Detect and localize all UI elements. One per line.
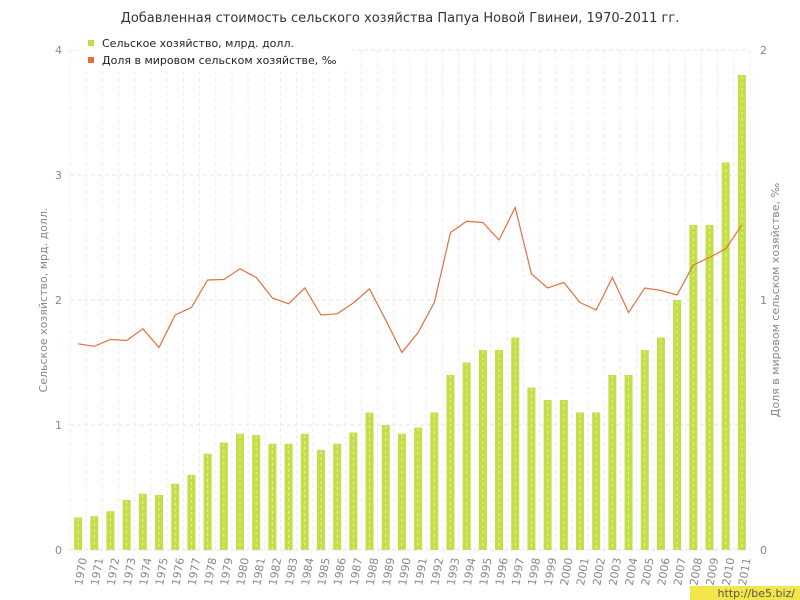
x-tick-label: 2011 bbox=[736, 557, 754, 587]
y-left-tick-label: 3 bbox=[55, 169, 62, 182]
x-tick-label: 1999 bbox=[542, 557, 560, 587]
x-tick-label: 1974 bbox=[137, 557, 155, 587]
x-tick-label: 1977 bbox=[186, 557, 204, 587]
bar bbox=[397, 433, 406, 550]
x-tick-label: 2006 bbox=[655, 557, 673, 587]
x-tick-label: 1983 bbox=[283, 557, 301, 587]
y-left-tick-label: 0 bbox=[55, 544, 62, 557]
x-tick-label: 1995 bbox=[477, 557, 495, 587]
legend-box bbox=[78, 34, 352, 68]
x-tick-label: 2001 bbox=[574, 557, 592, 587]
legend-label-bar: Сельское хозяйство, млрд. долл. bbox=[102, 37, 294, 50]
bar bbox=[236, 433, 244, 550]
x-tick-label: 2010 bbox=[720, 557, 738, 587]
bar bbox=[673, 300, 682, 550]
line-path bbox=[78, 205, 743, 354]
x-tick-label: 1970 bbox=[72, 557, 90, 587]
left-axis-ticks: 0 1 2 3 4 bbox=[55, 44, 62, 557]
legend-swatch-line bbox=[88, 57, 94, 63]
x-tick-label: 1985 bbox=[315, 557, 333, 587]
x-tick-label: 1984 bbox=[299, 557, 317, 587]
x-tick-label: 1994 bbox=[461, 557, 479, 587]
x-tick-label: 1992 bbox=[428, 557, 446, 587]
bar bbox=[74, 517, 83, 550]
watermark[interactable]: http://be5.biz/ bbox=[690, 586, 800, 600]
y-right-tick-label: 1 bbox=[760, 294, 767, 307]
bar bbox=[656, 337, 665, 550]
line-series bbox=[78, 205, 743, 354]
x-tick-label: 1978 bbox=[202, 557, 220, 587]
bar bbox=[138, 493, 147, 550]
bar bbox=[284, 443, 293, 550]
bar bbox=[333, 443, 342, 550]
x-tick-label: 2005 bbox=[639, 557, 657, 587]
bar bbox=[268, 443, 277, 550]
bar-series bbox=[74, 75, 746, 550]
y-axis-left-label: Сельское хозяйство, мрд. долл. bbox=[37, 208, 50, 393]
x-tick-label: 1989 bbox=[380, 557, 398, 587]
x-axis-ticks: 1970197119721973197419751976197719781979… bbox=[72, 557, 753, 587]
x-tick-label: 2000 bbox=[558, 557, 576, 587]
x-tick-label: 2002 bbox=[590, 557, 608, 587]
x-tick-label: 1973 bbox=[121, 557, 139, 587]
x-tick-label: 2003 bbox=[607, 557, 625, 587]
x-tick-label: 2007 bbox=[671, 557, 689, 587]
y-axis-right-label: Доля в мировом сельском хозяйстве, ‰ bbox=[769, 183, 782, 418]
x-tick-label: 1991 bbox=[412, 557, 430, 587]
y-right-tick-label: 0 bbox=[760, 544, 767, 557]
x-tick-label: 1971 bbox=[88, 557, 106, 587]
legend-label-line: Доля в мировом сельском хозяйстве, ‰ bbox=[102, 54, 337, 67]
x-tick-label: 1998 bbox=[526, 557, 544, 587]
x-tick-label: 1975 bbox=[153, 557, 171, 587]
bar bbox=[203, 453, 212, 550]
y-left-tick-label: 1 bbox=[55, 419, 62, 432]
chart-title: Добавленная стоимость сельского хозяйств… bbox=[121, 11, 680, 26]
x-tick-label: 1981 bbox=[250, 557, 268, 587]
x-tick-label: 1997 bbox=[509, 557, 527, 587]
right-axis-ticks: 0 1 2 bbox=[760, 44, 767, 557]
y-left-tick-label: 4 bbox=[55, 44, 62, 57]
x-tick-label: 1987 bbox=[347, 557, 365, 587]
x-tick-label: 1988 bbox=[364, 557, 382, 587]
bar bbox=[300, 433, 309, 550]
bar bbox=[511, 337, 520, 550]
x-tick-label: 1982 bbox=[267, 557, 285, 587]
watermark-background bbox=[690, 586, 800, 600]
x-tick-label: 1979 bbox=[218, 557, 236, 587]
x-tick-label: 1972 bbox=[105, 557, 123, 587]
bar bbox=[705, 225, 714, 550]
gridlines bbox=[69, 49, 751, 551]
x-tick-label: 1976 bbox=[169, 557, 187, 587]
x-tick-label: 1993 bbox=[445, 557, 463, 587]
bar bbox=[219, 442, 228, 550]
y-left-tick-label: 2 bbox=[55, 294, 62, 307]
bar bbox=[689, 225, 698, 550]
x-tick-label: 2008 bbox=[687, 557, 705, 587]
x-tick-label: 1986 bbox=[331, 557, 349, 587]
x-tick-label: 2004 bbox=[623, 557, 641, 587]
legend: Сельское хозяйство, млрд. долл. Доля в м… bbox=[78, 34, 352, 68]
bar bbox=[90, 516, 99, 550]
x-tick-label: 1996 bbox=[493, 557, 511, 587]
x-tick-label: 1990 bbox=[396, 557, 414, 587]
bar bbox=[349, 432, 358, 550]
x-tick-label: 1980 bbox=[234, 557, 252, 587]
watermark-link[interactable]: http://be5.biz/ bbox=[718, 587, 796, 600]
x-tick-label: 2009 bbox=[704, 557, 722, 587]
legend-swatch-bar bbox=[88, 40, 94, 46]
y-right-tick-label: 2 bbox=[760, 44, 767, 57]
